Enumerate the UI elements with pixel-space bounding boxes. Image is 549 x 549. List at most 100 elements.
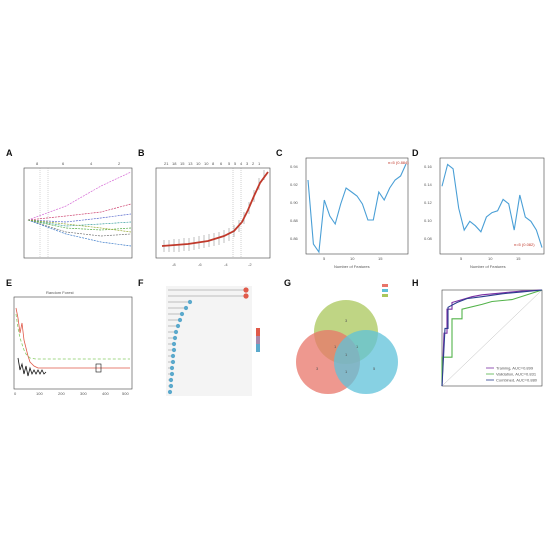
x-tick: 15: [378, 256, 383, 261]
y-tick: 0.90: [290, 200, 299, 205]
rfe-error-plot: 0.08 0.10 0.12 0.14 0.16 5 10 15 n=5 (0.…: [424, 157, 545, 269]
y-tick: 0.92: [290, 182, 299, 187]
importance-color-scale: [256, 328, 260, 352]
legend-training: Training, AUC=0.899: [496, 366, 534, 371]
rfe-error-line: [441, 163, 543, 248]
panel-b-x-ticks: -8 -6 -4 -2: [172, 262, 252, 267]
rfe-annotation: n=5 (0.884): [388, 160, 409, 165]
panel-a: A 8 6 4 2: [6, 148, 136, 270]
x-tick: 5: [323, 256, 326, 261]
venn-region-top-right: 1: [356, 344, 359, 349]
y-tick: 0.94: [290, 164, 299, 169]
top-tick: 4: [240, 161, 243, 166]
top-tick: 4: [90, 161, 93, 166]
x-tick: -4: [224, 262, 228, 267]
venn-diagram: 3 3 5 1 1 1 1: [296, 284, 398, 394]
top-tick: 6: [220, 161, 223, 166]
panel-b: B 21 18 15 13 10 10 8 6 5 5 4 3 2 1: [138, 148, 274, 270]
plot-frame: [13, 296, 133, 390]
top-tick: 5: [234, 161, 237, 166]
feature-importance-lollipop: [166, 286, 260, 396]
panel-d: D 0.08 0.10 0.12 0.14 0.16 5 10 15 n=5 (…: [412, 148, 548, 270]
venn-region-center: 1: [345, 352, 348, 357]
x-axis-label: Number of Features: [334, 264, 370, 269]
chart-title: Random Forest: [46, 290, 74, 295]
plot-frame: [155, 167, 271, 259]
y-tick: 0.14: [424, 182, 433, 187]
panel-b-top-ticks: 21 18 15 13 10 10 8 6 5 5 4 3 2 1: [164, 161, 261, 166]
top-tick: 2: [252, 161, 255, 166]
roc-validation-line: [441, 289, 543, 386]
lasso-cv-plot: 21 18 15 13 10 10 8 6 5 5 4 3 2 1: [155, 161, 271, 267]
panel-e-x-ticks: 0 100 200 300 400 500: [14, 391, 129, 396]
x-tick: -6: [198, 262, 202, 267]
top-tick: 1: [258, 161, 261, 166]
top-tick: 10: [196, 161, 201, 166]
top-tick: 13: [188, 161, 193, 166]
rfe-annotation: n=5 (0.082): [514, 242, 535, 247]
cv-error-curve: [161, 171, 269, 247]
panel-c-y-ticks: 0.86 0.88 0.90 0.92 0.94: [290, 164, 299, 241]
x-tick: 5: [460, 256, 463, 261]
panel-c-label: C: [276, 148, 283, 158]
rfe-accuracy-plot: 0.86 0.88 0.90 0.92 0.94 5 10 15 n=5 (0.…: [290, 157, 409, 269]
x-tick: 10: [488, 256, 493, 261]
x-axis-label: Number of Features: [470, 264, 506, 269]
roc-training-line: [441, 289, 543, 387]
legend-validation: Validation, AUC=0.831: [496, 372, 537, 377]
y-tick: 0.12: [424, 200, 433, 205]
venn-region-top-left: 1: [334, 344, 337, 349]
rfe-accuracy-line: [307, 163, 407, 254]
venn-legend: [382, 284, 388, 297]
plot-frame: [439, 157, 545, 255]
x-tick: -8: [172, 262, 176, 267]
panel-g-label: G: [284, 278, 292, 288]
top-tick: 21: [164, 161, 169, 166]
x-tick: -2: [248, 262, 252, 267]
venn-region-top: 3: [345, 318, 348, 323]
lollipop-stems: [168, 289, 246, 393]
legend-combined: Combined, AUC=0.880: [496, 378, 538, 383]
venn-region-right: 5: [373, 366, 376, 371]
panel-c: C 0.86 0.88 0.90 0.92 0.94 5 10 15 n=5 (…: [276, 148, 412, 270]
venn-region-bottom: 1: [345, 369, 348, 374]
venn-circle-right: [334, 330, 398, 394]
panel-b-label: B: [138, 148, 145, 158]
random-forest-plot: Random Forest 0 100 200 300 400 500: [13, 290, 133, 396]
y-tick: 0.08: [424, 236, 433, 241]
panel-d-label: D: [412, 148, 419, 158]
x-tick: 300: [80, 391, 87, 396]
top-tick: 15: [180, 161, 185, 166]
top-tick: 5: [228, 161, 231, 166]
roc-combined-line: [441, 289, 543, 387]
lasso-coefficient-plot: 8 6 4 2: [23, 161, 133, 259]
plot-frame: [305, 157, 409, 255]
roc-plot: Training, AUC=0.899 Validation, AUC=0.83…: [441, 289, 543, 387]
venn-region-left: 3: [316, 366, 319, 371]
top-tick: 18: [172, 161, 177, 166]
panel-e: E Random Forest 0 100 200 300 400 500: [6, 278, 136, 408]
lollipop-dots: [167, 287, 249, 395]
x-tick: 10: [350, 256, 355, 261]
panel-a-label: A: [6, 148, 13, 158]
panel-d-x-ticks: 5 10 15: [460, 256, 521, 261]
panel-d-y-ticks: 0.08 0.10 0.12 0.14 0.16: [424, 164, 433, 241]
panel-h-label: H: [412, 278, 419, 288]
x-tick: 15: [516, 256, 521, 261]
x-tick: 500: [122, 391, 129, 396]
roc-legend: Training, AUC=0.899 Validation, AUC=0.83…: [486, 366, 538, 383]
y-tick: 0.86: [290, 236, 299, 241]
y-tick: 0.10: [424, 218, 433, 223]
x-tick: 0: [14, 391, 17, 396]
panel-f-label: F: [138, 278, 144, 288]
y-tick: 0.88: [290, 218, 299, 223]
x-tick: 100: [36, 391, 43, 396]
panel-g: G 3 3 5 1 1 1 1: [276, 278, 412, 408]
panel-a-top-ticks: 8 6 4 2: [36, 161, 121, 166]
x-tick: 200: [58, 391, 65, 396]
top-tick: 10: [204, 161, 209, 166]
panel-f: F: [138, 278, 274, 408]
y-tick: 0.16: [424, 164, 433, 169]
top-tick: 8: [212, 161, 215, 166]
panel-c-x-ticks: 5 10 15: [323, 256, 383, 261]
